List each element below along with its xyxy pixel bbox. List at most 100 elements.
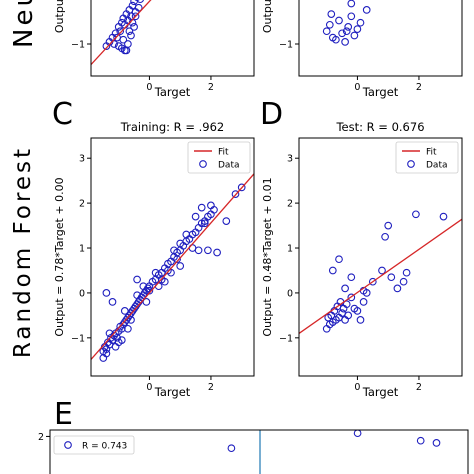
- fit-line: [299, 218, 462, 334]
- y-tick-label: 1: [287, 244, 293, 255]
- x-axis-label: Target: [362, 385, 399, 399]
- data-point: [102, 349, 111, 358]
- data-point: [353, 25, 362, 33]
- panel-b: 0 2 −1 Target Output: [261, 0, 463, 99]
- plot-frame: [90, 0, 255, 77]
- y-axis-label: Output = 0.78*Target + 0.00: [53, 177, 66, 336]
- data-point: [344, 311, 353, 320]
- data-point: [213, 248, 221, 257]
- y-tick-label: 2: [38, 432, 44, 443]
- data-point: [108, 298, 117, 306]
- data-point: [342, 300, 351, 309]
- y-axis-label: Output: [53, 0, 66, 33]
- data-point: [227, 444, 236, 453]
- legend: Fit Data: [395, 141, 459, 174]
- data-point: [231, 190, 240, 198]
- data-point: [344, 23, 353, 31]
- y-tick-label: 3: [79, 154, 85, 165]
- y-tick-label: −1: [71, 333, 85, 344]
- data-point: [105, 329, 114, 338]
- data-point: [393, 284, 402, 293]
- data-point: [335, 16, 343, 25]
- data-point: [142, 298, 151, 306]
- legend-data-swatch: [64, 441, 72, 449]
- data-point: [347, 273, 356, 282]
- data-point: [347, 0, 356, 8]
- data-point: [399, 277, 408, 286]
- data-point: [182, 230, 191, 239]
- x-tick-label: 2: [208, 382, 214, 393]
- data-point: [356, 316, 365, 324]
- data-point: [127, 316, 135, 324]
- data-point: [136, 0, 144, 4]
- data-point: [200, 219, 209, 228]
- data-point: [347, 293, 356, 302]
- y-tick-label: 3: [287, 154, 293, 165]
- panel-d: 0 2 −1 0 1 2 3 Target Output = 0.48*Target + 0.0…: [261, 120, 463, 399]
- data-point: [387, 273, 396, 282]
- data-point: [111, 342, 120, 351]
- data-point: [130, 23, 138, 31]
- legend-data-label: Data: [218, 161, 240, 171]
- data-point: [133, 291, 141, 300]
- x-tick-label: 0: [354, 82, 360, 93]
- data-point: [338, 29, 346, 38]
- data-point: [131, 12, 140, 21]
- data-point: [342, 27, 351, 36]
- panel-e: 2 R = 0.743: [38, 429, 469, 474]
- x-tick-label: 0: [146, 82, 152, 93]
- row-label-neural: Neu: [9, 0, 39, 48]
- legend-data-label: R = 0.743: [82, 442, 127, 452]
- data-point: [122, 46, 131, 55]
- y-tick-label: −1: [279, 333, 293, 344]
- data-point: [432, 439, 441, 447]
- data-point: [125, 27, 134, 36]
- data-point: [204, 246, 212, 255]
- y-tick-label: 2: [287, 199, 293, 210]
- y-axis-label: Output = 0.48*Target + 0.01: [261, 177, 274, 336]
- data-point: [145, 286, 154, 295]
- y-tick-label: −1: [279, 40, 293, 51]
- plot-area: [227, 430, 441, 453]
- row-label-forest-text: Random Forest: [10, 146, 36, 358]
- data-point: [359, 298, 368, 306]
- data-point: [356, 18, 365, 27]
- data-point: [154, 282, 163, 291]
- legend-data-swatch: [407, 160, 415, 168]
- y-axis-label: Output: [261, 0, 274, 33]
- data-point: [210, 205, 218, 214]
- y-tick-label: 2: [79, 199, 85, 210]
- x-tick-label: 2: [416, 82, 422, 93]
- x-tick-label: 2: [416, 382, 422, 393]
- data-point: [173, 255, 181, 264]
- legend-data-swatch: [199, 160, 207, 168]
- data-point: [113, 33, 121, 42]
- data-point: [191, 212, 200, 221]
- data-point: [117, 336, 126, 344]
- data-point: [160, 277, 169, 286]
- data-point: [353, 307, 362, 315]
- legend-box: [187, 141, 251, 174]
- data-point: [439, 212, 448, 221]
- plot-frame: [49, 429, 469, 474]
- x-tick-label: 0: [354, 382, 360, 393]
- data-point: [222, 217, 231, 225]
- data-point: [176, 239, 185, 248]
- data-point: [416, 436, 425, 445]
- data-point: [402, 268, 411, 277]
- plot-frame: [90, 137, 255, 377]
- data-point: [120, 307, 129, 315]
- data-point: [350, 31, 359, 40]
- data-point: [124, 324, 132, 333]
- y-tick-label: −1: [71, 40, 85, 51]
- chart-title: Training: R = .962: [120, 120, 224, 134]
- x-tick-label: 2: [208, 82, 214, 93]
- data-point: [134, 3, 143, 12]
- data-point: [332, 35, 340, 44]
- data-point: [381, 232, 389, 241]
- legend: R = 0.743: [53, 435, 135, 455]
- data-point: [325, 20, 334, 29]
- data-point: [133, 275, 141, 284]
- data-point: [194, 246, 203, 255]
- legend-data-label: Data: [426, 161, 448, 171]
